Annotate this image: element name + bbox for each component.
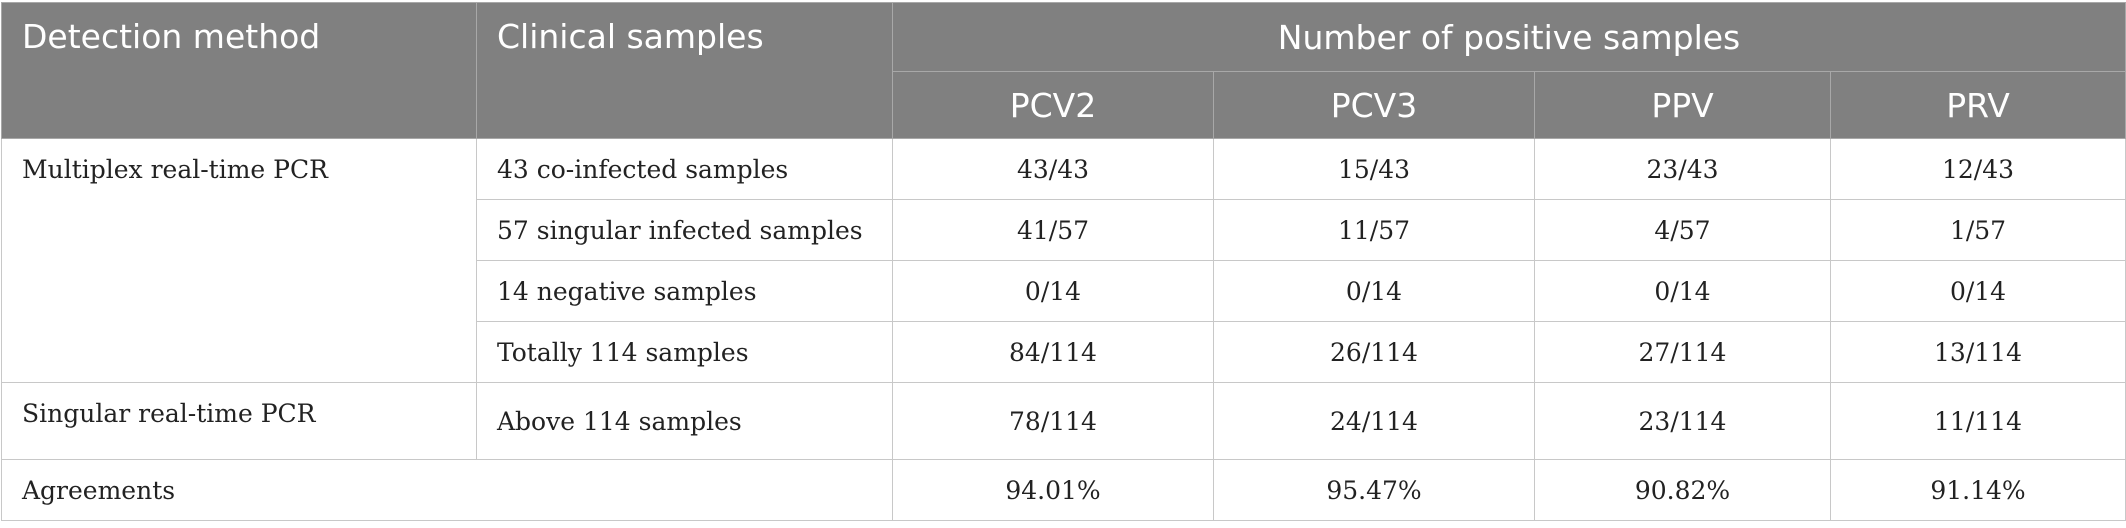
sample-cell: Totally 114 samples [476,321,893,383]
table-body: Multiplex real-time PCR 43 co-infected sa… [1,138,2126,521]
header-cell: PPV [1534,71,1831,139]
value-cell: 0/14 [1829,260,2126,322]
value-cell: 15/43 [1213,138,1535,200]
table-row: Singular real-time PCR Above 114 samples 7… [1,382,2126,460]
value-cell: 26/114 [1213,321,1535,383]
value-cell: 41/57 [892,199,1214,261]
value-cell: 95.47% [1213,459,1535,521]
header-row: Detection method Clinical samples Number… [1,2,2126,139]
value-cell: 84/114 [892,321,1214,383]
header-cell: Clinical samples [476,2,893,139]
sample-cell: 43 co-infected samples [476,138,893,200]
header-cell: PRV [1829,71,2126,139]
value-cell: 23/43 [1534,138,1831,200]
value-cell: 0/14 [1213,260,1535,322]
value-cell: 4/57 [1534,199,1831,261]
value-cell: 27/114 [1534,321,1831,383]
table-row: 14 negative samples 0/14 0/14 0/14 0/14 [2,260,2126,322]
method-cell: Singular real-time PCR [1,382,477,460]
table-row: Multiplex real-time PCR 43 co-infected sa… [1,138,2126,383]
value-cell: 0/14 [1534,260,1831,322]
table-row: Totally 114 samples 84/114 26/114 27/114 13/… [2,321,2126,383]
header-cell: PCV2 [892,71,1214,139]
sample-cell: 57 singular infected samples [476,199,893,261]
value-cell: 90.82% [1534,459,1831,521]
value-cell: 23/114 [1534,382,1831,460]
header-cell: Detection method [1,2,477,139]
value-cell: 43/43 [892,138,1214,200]
header-cell: PCV3 [1213,71,1535,139]
header-row: PCV2 PCV3 PPV PRV [2,71,2126,139]
value-cell: 1/57 [1829,199,2126,261]
value-cell: 91.14% [1829,459,2126,521]
header-group-cell: Number of positive samples [891,2,2126,72]
value-cell: 24/114 [1213,382,1535,460]
value-cell: 12/43 [1829,138,2126,200]
value-cell: 94.01% [892,459,1214,521]
value-cell: 0/14 [892,260,1214,322]
agreements-label: Agreements [1,459,893,521]
value-cell: 11/57 [1213,199,1535,261]
sample-cell: 14 negative samples [476,260,893,322]
agreements-row: Agreements 94.01% 95.47% 90.82% 91.14% [1,459,2126,521]
value-cell: 78/114 [892,382,1214,460]
value-cell: 13/114 [1829,321,2126,383]
method-cell: Multiplex real-time PCR [1,138,477,383]
sample-cell: Above 114 samples [476,382,893,460]
value-cell: 11/114 [1829,382,2126,460]
table-row: 57 singular infected samples 41/57 11/57 4/… [2,199,2126,261]
